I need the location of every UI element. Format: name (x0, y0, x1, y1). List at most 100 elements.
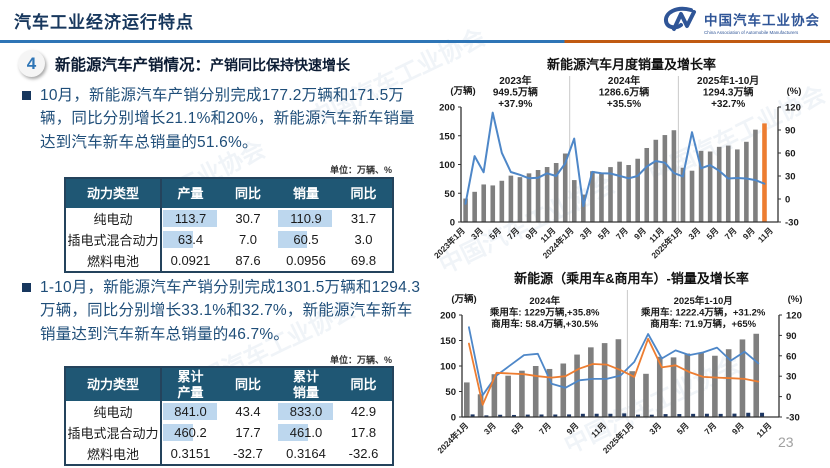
left-tick-label: 0 (450, 218, 455, 229)
table-cell-value: 42.9 (350, 404, 377, 420)
table-databar (163, 231, 194, 248)
table-cell: 17.8 (335, 422, 393, 444)
left-tick-label: 150 (440, 336, 456, 347)
table-cell: 63.4 (160, 229, 219, 250)
table-cell-value: 841.0 (174, 404, 207, 420)
chart-bar (684, 353, 691, 417)
x-tick-label: 3月 (469, 225, 485, 241)
x-tick-label: 11月 (589, 420, 608, 439)
chart-bar (725, 349, 732, 417)
table-cell: 43.4 (219, 401, 277, 423)
left-tick-label: 100 (440, 362, 456, 373)
chart-annotation: 2024年乘用车: 1229万辆,+35.8%商用车: 58.4万辆,+30.5… (489, 295, 600, 330)
bullet-october-text: 10月，新能源汽车产销分别完成177.2万辆和171.5万辆，同比分别增长21.… (40, 87, 415, 151)
chart-bar (626, 165, 631, 222)
table-row: 纯电动 113.7 30.7 110.9 31.7 (65, 208, 393, 229)
chart-annotation: 2024年 1286.6万辆+35.5% (599, 74, 650, 110)
table-databar (163, 424, 193, 442)
chart-bar (519, 370, 525, 417)
chart-bar (718, 413, 723, 417)
x-tick-label: 3月 (578, 225, 594, 241)
chart-bar (629, 371, 635, 417)
table-cell-value: -32.6 (348, 446, 379, 462)
x-tick-label: 5月 (675, 420, 691, 436)
right-tick-label: 90 (786, 331, 797, 342)
table-cell: 42.9 (335, 401, 393, 423)
chart-bar (670, 357, 677, 417)
table-cell: 纯电动 (65, 401, 161, 423)
chart1-title: 新能源汽车月度销量及增长率 (546, 57, 716, 72)
table-cell-value: 461.0 (289, 425, 323, 441)
table-databar (163, 210, 218, 227)
table-row: 插电式混合动力 63.4 7.0 60.5 3.0 (65, 229, 393, 250)
table-header-cell: 动力类型 (65, 367, 161, 402)
chart-bar (539, 414, 544, 417)
table-header-cell: 产量 (160, 178, 219, 208)
chart-bar (760, 412, 765, 417)
chart-bar (707, 151, 713, 222)
table-header-row: 动力类型 产量 同比 销量 同比 (65, 178, 393, 208)
table-cell: 插电式混合动力 (65, 422, 161, 444)
chart-bar (546, 368, 553, 417)
table-cell-value: 17.8 (350, 425, 377, 441)
chart-bar (622, 413, 627, 417)
chart-bar (649, 414, 654, 417)
chart-bar (662, 135, 668, 222)
chart-bar (725, 145, 731, 222)
right-tick-label: 120 (786, 311, 802, 322)
chart-bar (677, 414, 682, 417)
x-tick-label: 9月 (564, 420, 580, 436)
x-tick-label: 5月 (704, 225, 720, 241)
table-databar (278, 231, 308, 248)
table-cell: -32.7 (219, 443, 277, 466)
chart-bar (635, 158, 640, 222)
table-databar (278, 424, 309, 442)
left-tick-label: 100 (439, 160, 455, 171)
left-tick-label: 200 (440, 311, 456, 322)
chart-bar (499, 180, 505, 222)
chart-bar (671, 130, 677, 222)
table-header-cell: 同比 (335, 367, 393, 402)
table-cell: 插电式混合动力 (65, 229, 161, 250)
table-header-cell: 动力类型 (65, 178, 161, 208)
chart-bar (599, 173, 604, 222)
chart-bar (753, 333, 760, 417)
header-divider (0, 40, 830, 43)
table-cell: 17.7 (219, 422, 277, 444)
unit-label-1: 单位：万辆、% (329, 165, 392, 175)
cumulative-power-type-table: 动力类型 累计 产量 同比 累计 销量 同比 纯电动 841.0 43.4 833.0 42.9 插… (64, 366, 394, 467)
table-cell: 87.6 (219, 250, 277, 272)
table-cell-value: 60.5 (293, 232, 319, 247)
x-tick-label: 9月 (523, 225, 539, 241)
right-tick-label: 60 (786, 351, 797, 362)
table-cell-value: 3.0 (354, 232, 373, 247)
right-tick-label: -30 (785, 218, 799, 229)
table-cell: 833.0 (277, 401, 335, 423)
table-row: 插电式混合动力 460.2 17.7 461.0 17.8 (65, 422, 393, 444)
chart-bar (590, 171, 595, 222)
table-cell: 113.7 (160, 208, 219, 229)
chart-annotation: 2025年1-10月 1294.3万辆+32.7% (697, 74, 759, 110)
table-cell: 110.9 (277, 208, 335, 229)
table-cell-value: 0.3151 (170, 446, 211, 462)
right-tick-label: 0 (785, 195, 790, 206)
right-axis-unit: (%) (788, 294, 803, 305)
table-header-cell: 销量 (277, 178, 335, 208)
chart-bar (491, 374, 498, 417)
section-heading: 4 新能源汽车产销情况：产销同比保持快速增长 (18, 50, 350, 77)
x-tick-label: 7月 (614, 225, 630, 241)
org-name-cn: 中国汽车工业协会 (704, 12, 820, 28)
table-cell: 3.0 (335, 229, 393, 250)
chart-bar (508, 175, 514, 222)
chart-bar (712, 355, 718, 417)
table-cell: 燃料电池 (65, 443, 161, 466)
chart-bar (656, 356, 663, 417)
chart-bar (581, 194, 586, 222)
x-tick-label: 5月 (487, 225, 503, 241)
chart-bar (472, 191, 477, 222)
chart-bar (532, 366, 539, 417)
table-cell: 燃料电池 (65, 250, 161, 272)
left-tick-label: 50 (445, 387, 456, 398)
chart-bar (511, 414, 516, 417)
